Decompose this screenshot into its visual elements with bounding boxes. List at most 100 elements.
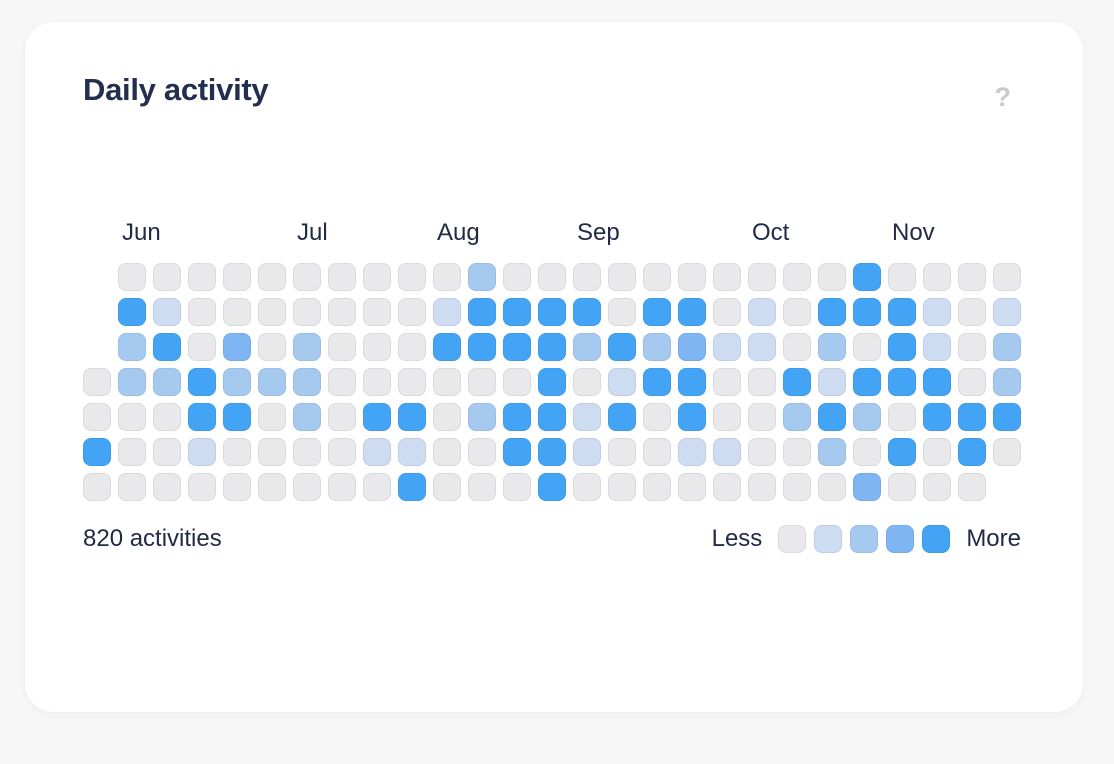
activity-cell[interactable] xyxy=(748,333,776,361)
activity-cell[interactable] xyxy=(153,263,181,291)
activity-cell[interactable] xyxy=(573,438,601,466)
activity-cell[interactable] xyxy=(853,438,881,466)
activity-cell[interactable] xyxy=(153,473,181,501)
activity-cell[interactable] xyxy=(153,368,181,396)
activity-cell[interactable] xyxy=(678,403,706,431)
activity-cell[interactable] xyxy=(748,438,776,466)
activity-cell[interactable] xyxy=(608,403,636,431)
activity-cell[interactable] xyxy=(398,263,426,291)
activity-cell[interactable] xyxy=(748,473,776,501)
activity-cell[interactable] xyxy=(573,333,601,361)
activity-cell[interactable] xyxy=(713,298,741,326)
activity-cell[interactable] xyxy=(363,263,391,291)
activity-cell[interactable] xyxy=(993,438,1021,466)
activity-cell[interactable] xyxy=(363,473,391,501)
activity-cell[interactable] xyxy=(328,333,356,361)
activity-cell[interactable] xyxy=(538,403,566,431)
activity-cell[interactable] xyxy=(83,438,111,466)
activity-cell[interactable] xyxy=(503,333,531,361)
activity-cell[interactable] xyxy=(223,333,251,361)
activity-cell[interactable] xyxy=(923,263,951,291)
activity-cell[interactable] xyxy=(188,403,216,431)
activity-cell[interactable] xyxy=(328,298,356,326)
activity-cell[interactable] xyxy=(958,473,986,501)
activity-cell[interactable] xyxy=(643,298,671,326)
activity-cell[interactable] xyxy=(433,298,461,326)
activity-cell[interactable] xyxy=(958,438,986,466)
activity-cell[interactable] xyxy=(83,473,111,501)
activity-cell[interactable] xyxy=(223,403,251,431)
activity-cell[interactable] xyxy=(678,368,706,396)
activity-cell[interactable] xyxy=(468,473,496,501)
activity-cell[interactable] xyxy=(223,263,251,291)
activity-cell[interactable] xyxy=(433,473,461,501)
activity-cell[interactable] xyxy=(363,403,391,431)
activity-cell[interactable] xyxy=(643,403,671,431)
activity-cell[interactable] xyxy=(713,473,741,501)
activity-cell[interactable] xyxy=(118,473,146,501)
activity-cell[interactable] xyxy=(923,473,951,501)
activity-cell[interactable] xyxy=(258,438,286,466)
activity-cell[interactable] xyxy=(538,368,566,396)
activity-cell[interactable] xyxy=(258,263,286,291)
activity-cell[interactable] xyxy=(958,403,986,431)
activity-cell[interactable] xyxy=(188,333,216,361)
activity-cell[interactable] xyxy=(328,403,356,431)
activity-cell[interactable] xyxy=(713,403,741,431)
activity-cell[interactable] xyxy=(328,438,356,466)
activity-cell[interactable] xyxy=(223,368,251,396)
activity-cell[interactable] xyxy=(398,438,426,466)
activity-cell[interactable] xyxy=(888,438,916,466)
activity-cell[interactable] xyxy=(643,368,671,396)
activity-cell[interactable] xyxy=(783,473,811,501)
activity-cell[interactable] xyxy=(573,263,601,291)
activity-cell[interactable] xyxy=(748,368,776,396)
activity-cell[interactable] xyxy=(573,403,601,431)
activity-cell[interactable] xyxy=(118,263,146,291)
activity-cell[interactable] xyxy=(398,368,426,396)
activity-cell[interactable] xyxy=(118,333,146,361)
activity-cell[interactable] xyxy=(328,368,356,396)
activity-cell[interactable] xyxy=(888,368,916,396)
activity-cell[interactable] xyxy=(783,263,811,291)
activity-cell[interactable] xyxy=(433,368,461,396)
activity-cell[interactable] xyxy=(538,438,566,466)
activity-cell[interactable] xyxy=(293,263,321,291)
activity-cell[interactable] xyxy=(433,438,461,466)
activity-cell[interactable] xyxy=(468,368,496,396)
activity-cell[interactable] xyxy=(188,473,216,501)
activity-cell[interactable] xyxy=(503,438,531,466)
activity-cell[interactable] xyxy=(818,368,846,396)
activity-cell[interactable] xyxy=(258,298,286,326)
activity-cell[interactable] xyxy=(608,263,636,291)
activity-cell[interactable] xyxy=(923,438,951,466)
activity-cell[interactable] xyxy=(853,298,881,326)
activity-cell[interactable] xyxy=(398,298,426,326)
activity-cell[interactable] xyxy=(573,368,601,396)
activity-cell[interactable] xyxy=(328,263,356,291)
activity-cell[interactable] xyxy=(118,368,146,396)
activity-cell[interactable] xyxy=(853,333,881,361)
activity-cell[interactable] xyxy=(293,473,321,501)
activity-cell[interactable] xyxy=(188,298,216,326)
activity-cell[interactable] xyxy=(818,298,846,326)
activity-cell[interactable] xyxy=(398,473,426,501)
activity-cell[interactable] xyxy=(118,403,146,431)
activity-cell[interactable] xyxy=(293,333,321,361)
activity-cell[interactable] xyxy=(923,333,951,361)
activity-cell[interactable] xyxy=(468,438,496,466)
activity-cell[interactable] xyxy=(363,368,391,396)
activity-cell[interactable] xyxy=(958,333,986,361)
activity-cell[interactable] xyxy=(573,473,601,501)
activity-cell[interactable] xyxy=(538,333,566,361)
activity-cell[interactable] xyxy=(783,403,811,431)
activity-cell[interactable] xyxy=(153,298,181,326)
activity-cell[interactable] xyxy=(433,263,461,291)
activity-cell[interactable] xyxy=(818,438,846,466)
activity-cell[interactable] xyxy=(993,333,1021,361)
activity-cell[interactable] xyxy=(398,333,426,361)
activity-cell[interactable] xyxy=(83,403,111,431)
activity-cell[interactable] xyxy=(433,403,461,431)
activity-cell[interactable] xyxy=(468,333,496,361)
activity-cell[interactable] xyxy=(223,438,251,466)
